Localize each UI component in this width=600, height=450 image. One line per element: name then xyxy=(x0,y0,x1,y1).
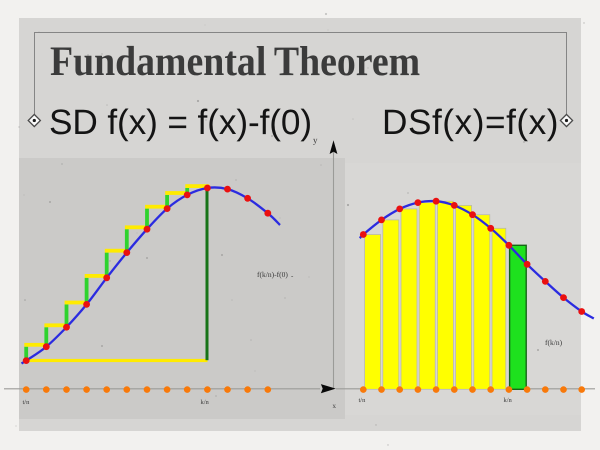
svg-text:f(k/n)-f(0): f(k/n)-f(0) xyxy=(257,270,288,279)
svg-text:x: x xyxy=(333,402,337,410)
svg-text:t/n: t/n xyxy=(359,397,367,404)
svg-text:k/n: k/n xyxy=(201,399,210,406)
svg-text:f(k/n): f(k/n) xyxy=(545,338,563,347)
svg-text:k/n: k/n xyxy=(504,397,513,404)
svg-text:y: y xyxy=(313,135,318,145)
svg-text:-: - xyxy=(291,272,294,280)
svg-text:t/n: t/n xyxy=(23,399,31,406)
